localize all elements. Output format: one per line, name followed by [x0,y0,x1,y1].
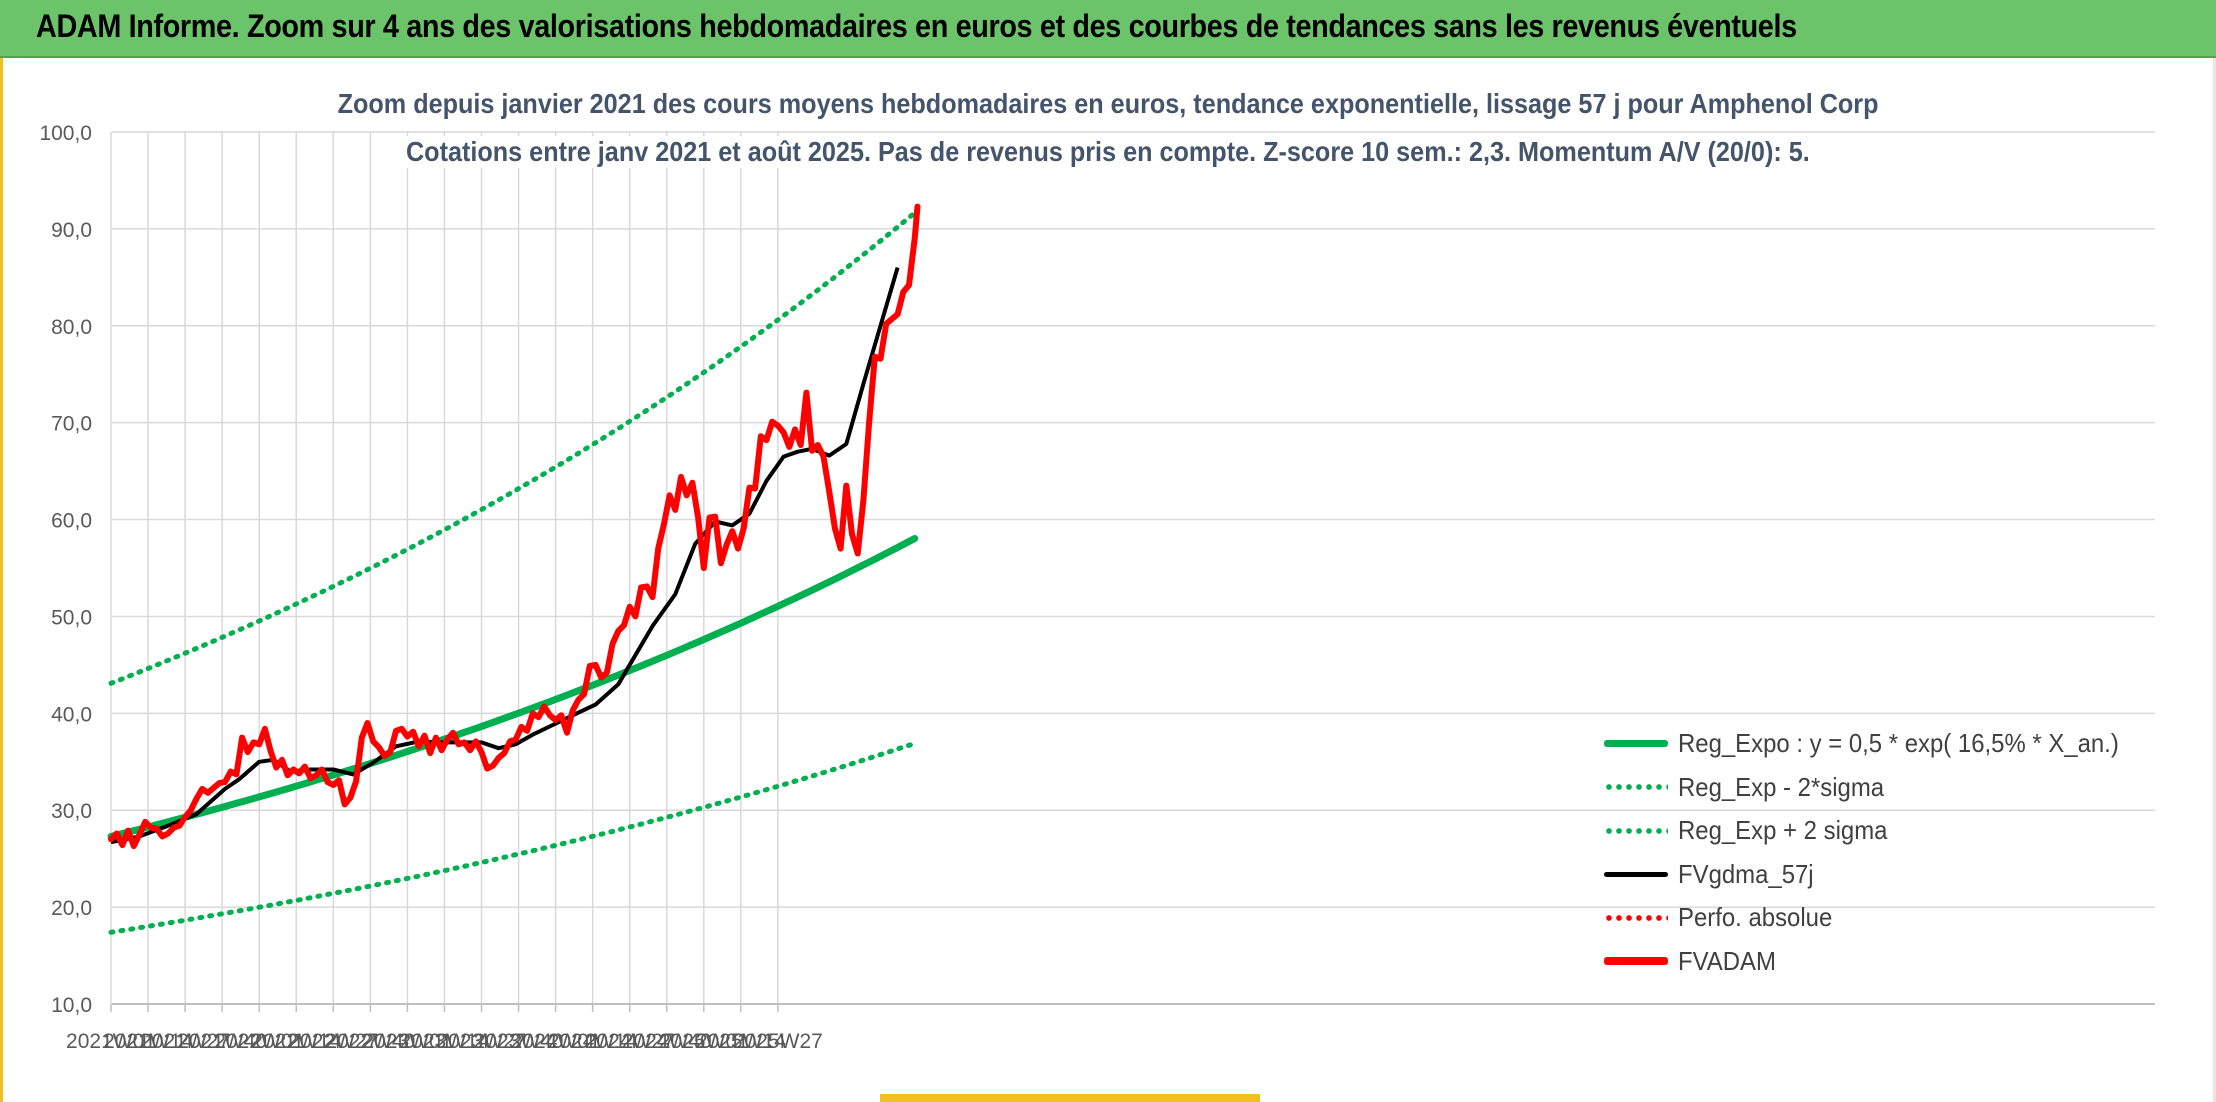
y-tick-label: 90,0 [51,219,92,242]
x-tick-label: 2024W40 [622,1030,712,1053]
x-tick-label: 2021W14 [103,1030,193,1053]
x-tick-label: 2024W14 [548,1030,638,1053]
y-tick-label: 80,0 [51,316,92,339]
legend-swatch [1604,871,1668,877]
legend-swatch [1604,957,1668,966]
legend-item: Reg_Exp - 2*sigma [1600,766,2157,810]
x-tick-label: 2021W01 [66,1030,156,1053]
x-tick-label: 2023W14 [399,1030,489,1053]
report-banner: ADAM Informe. Zoom sur 4 ans des valoris… [0,0,2216,58]
legend-label: Reg_Expo : y = 0,5 * exp( 16,5% * X_an.) [1678,728,2119,759]
x-tick-label: 2022W40 [325,1030,415,1053]
x-tick-label: 2023W01 [362,1030,452,1053]
y-tick-label: 70,0 [51,413,92,436]
x-tick-label: 2025W14 [696,1030,786,1053]
y-tick-label: 60,0 [51,510,92,533]
x-tick-label: 2021W40 [177,1030,267,1053]
legend-item: Reg_Exp + 2 sigma [1600,809,2157,853]
series-line-reg-exp-2-sigma [108,740,918,935]
chart-subtitle: Cotations entre janv 2021 et août 2025. … [0,136,2216,168]
series-line-reg-exp-2-sigma [108,210,918,686]
chart-title: Zoom depuis janvier 2021 des cours moyen… [0,88,2216,120]
bottom-accent [880,1094,1260,1102]
x-tick-label: 2024W27 [585,1030,675,1053]
x-tick-label: 2023W27 [437,1030,527,1053]
series-lines [107,203,921,935]
x-tick-label: 2025W27 [733,1030,823,1053]
y-tick-label: 40,0 [51,703,92,726]
series-line-fvgdma-57j [110,267,900,845]
legend-item: Perfo. absolue [1600,896,2157,940]
legend-swatch [1604,914,1668,921]
y-tick-label: 20,0 [51,897,92,920]
axes: 10,0 20,0 30,0 40,0 50,0 60,0 70,0 80,0 90,0 100,… [39,122,2155,1053]
legend-item: FVgdma_57j [1600,853,2157,897]
x-tick-label: 2023W40 [474,1030,564,1053]
legend-item: FVADAM [1600,940,2157,984]
legend-swatch [1604,827,1668,834]
x-tick-label: 2021W27 [140,1030,230,1053]
y-tick-label: 50,0 [51,606,92,629]
legend-label: Reg_Exp - 2*sigma [1678,771,1885,802]
y-tick-label: 10,0 [51,994,92,1017]
legend-label: Perfo. absolue [1678,902,1833,933]
x-tick-label: 2022W14 [251,1030,341,1053]
legend-swatch [1604,740,1668,748]
legend-label: Reg_Exp + 2 sigma [1678,815,1888,846]
legend-item: Reg_Expo : y = 0,5 * exp( 16,5% * X_an.) [1600,722,2157,766]
y-tick-label: 30,0 [51,800,92,823]
series-line-reg-expo-y-0-5-exp-16-5-x-an [107,535,919,840]
series-line-fvadam [108,203,921,850]
y-tick-label: 100,0 [39,122,92,145]
legend-label: FVADAM [1678,945,1776,976]
x-tick-label: 2022W27 [288,1030,378,1053]
chart-legend: Reg_Expo : y = 0,5 * exp( 16,5% * X_an.)… [1600,722,2157,983]
grid-lines [110,131,2155,1005]
x-tick-label: 2022W01 [214,1030,304,1053]
x-tick-label: 2024W01 [511,1030,601,1053]
x-tick-label: 2025W01 [659,1030,749,1053]
report-title: ADAM Informe. Zoom sur 4 ans des valoris… [36,8,1797,44]
legend-swatch [1604,784,1668,791]
legend-label: FVgdma_57j [1678,858,1814,889]
chart-frame [0,58,2216,1102]
